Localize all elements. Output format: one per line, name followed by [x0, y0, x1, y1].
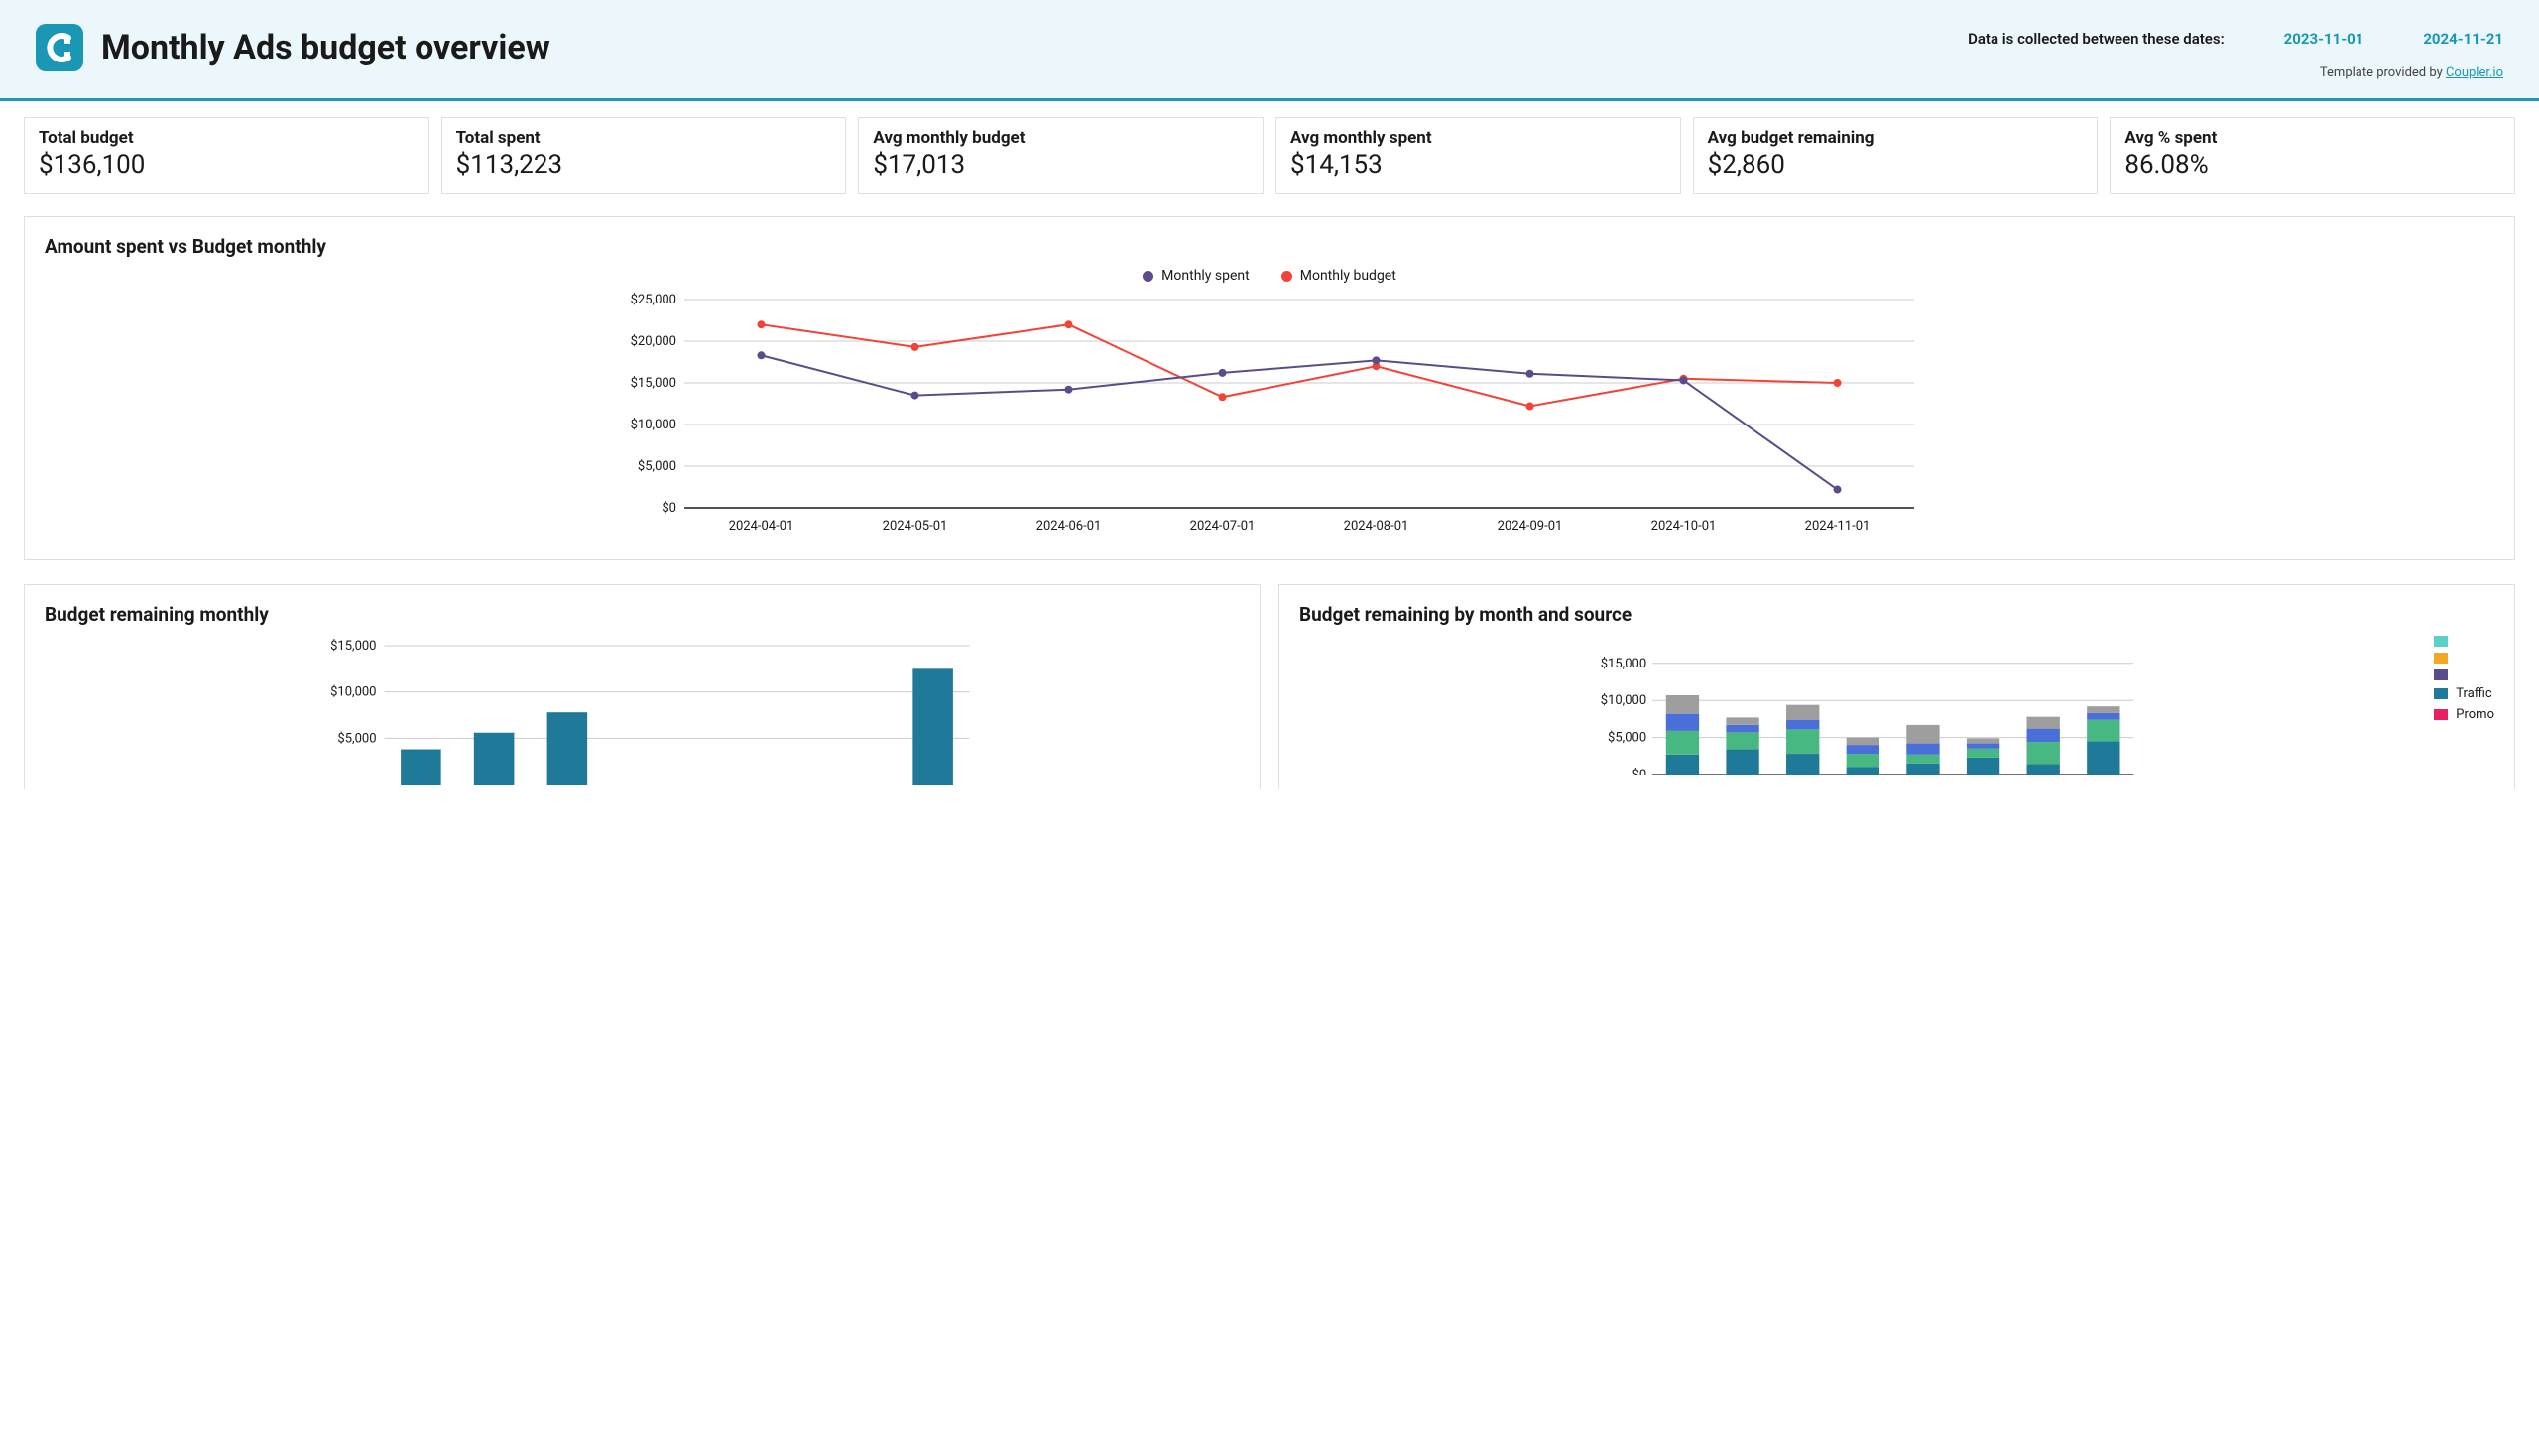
- svg-text:2024-09-01: 2024-09-01: [1498, 519, 1563, 534]
- legend-label: Monthly spent: [1161, 268, 1250, 284]
- legend-item: Traffic: [2434, 686, 2494, 701]
- page-title: Monthly Ads budget overview: [101, 28, 550, 67]
- legend-label: Traffic: [2456, 686, 2491, 701]
- legend-swatch-icon: [2434, 709, 2448, 720]
- kpi-label: Avg monthly budget: [873, 128, 1249, 148]
- kpi-value: $136,100: [39, 150, 415, 180]
- legend-item: [2434, 669, 2494, 680]
- kpi-label: Total spent: [456, 128, 832, 148]
- legend-dot-icon: [1281, 271, 1292, 282]
- bar-chart: $5,000 $10,000 $15,000: [45, 636, 1240, 785]
- svg-text:2024-06-01: 2024-06-01: [1036, 519, 1102, 534]
- kpi-total-spent: Total spent $113,223: [441, 117, 847, 194]
- svg-text:2024-07-01: 2024-07-01: [1190, 519, 1256, 534]
- stacked-bar-chart: $0 $5,000 $10,000 $15,000: [1299, 636, 2422, 775]
- svg-text:2024-11-01: 2024-11-01: [1805, 519, 1871, 534]
- bottom-row: Budget remaining monthly $5,000 $10,000 $1…: [24, 584, 2515, 813]
- svg-text:2024-08-01: 2024-08-01: [1344, 519, 1409, 534]
- svg-text:$10,000: $10,000: [330, 685, 376, 700]
- kpi-row: Total budget $136,100 Total spent $113,2…: [24, 117, 2515, 194]
- line-chart-panel: Amount spent vs Budget monthly Monthly s…: [24, 216, 2515, 560]
- kpi-value: $14,153: [1290, 150, 1666, 180]
- kpi-avg-monthly-budget: Avg monthly budget $17,013: [858, 117, 1264, 194]
- legend-item: [2434, 636, 2494, 647]
- stacked-chart-legend: Traffic Promo: [2434, 636, 2494, 722]
- template-credit: Template provided by Coupler.io: [1968, 65, 2503, 80]
- legend-item-budget: Monthly budget: [1281, 268, 1396, 284]
- header-right: Data is collected between these dates: 2…: [1968, 24, 2503, 80]
- header-left: Monthly Ads budget overview: [36, 24, 550, 71]
- stacked-chart-panel: Budget remaining by month and source $0$…: [1278, 584, 2515, 789]
- svg-text:$15,000: $15,000: [1601, 657, 1646, 671]
- line-chart-legend: Monthly spent Monthly budget: [45, 268, 2494, 284]
- svg-text:$10,000: $10,000: [1601, 693, 1646, 708]
- kpi-avg-pct-spent: Avg % spent 86.08%: [2110, 117, 2515, 194]
- legend-swatch-icon: [2434, 669, 2448, 680]
- header: Monthly Ads budget overview Data is coll…: [0, 0, 2539, 101]
- legend-item-spent: Monthly spent: [1143, 268, 1250, 284]
- kpi-value: $113,223: [456, 150, 832, 180]
- kpi-label: Total budget: [39, 128, 415, 148]
- legend-item: Promo: [2434, 707, 2494, 722]
- stacked-chart-title: Budget remaining by month and source: [1299, 603, 2494, 626]
- svg-text:$5,000: $5,000: [1608, 731, 1646, 746]
- svg-text:$10,000: $10,000: [631, 418, 676, 432]
- kpi-value: 86.08%: [2124, 150, 2500, 180]
- credit-prefix: Template provided by: [2320, 65, 2446, 80]
- line-chart-title: Amount spent vs Budget monthly: [45, 235, 2494, 258]
- kpi-label: Avg monthly spent: [1290, 128, 1666, 148]
- svg-text:2024-10-01: 2024-10-01: [1651, 519, 1717, 534]
- kpi-avg-budget-remaining: Avg budget remaining $2,860: [1693, 117, 2099, 194]
- svg-text:$15,000: $15,000: [330, 639, 376, 654]
- legend-label: Monthly budget: [1300, 268, 1396, 284]
- content: Total budget $136,100 Total spent $113,2…: [0, 101, 2539, 829]
- svg-text:$25,000: $25,000: [631, 293, 676, 307]
- legend-item: [2434, 653, 2494, 664]
- date-range-row: Data is collected between these dates: 2…: [1968, 30, 2503, 48]
- svg-text:$15,000: $15,000: [631, 376, 676, 391]
- svg-text:$0: $0: [662, 501, 676, 516]
- date-end: 2024-11-21: [2423, 30, 2503, 48]
- svg-text:$0: $0: [1632, 768, 1647, 775]
- bar-chart-panel: Budget remaining monthly $5,000 $10,000 $1…: [24, 584, 1261, 789]
- brand-logo-icon: [36, 24, 83, 71]
- kpi-value: $17,013: [873, 150, 1249, 180]
- svg-text:2024-05-01: 2024-05-01: [883, 519, 948, 534]
- kpi-avg-monthly-spent: Avg monthly spent $14,153: [1275, 117, 1681, 194]
- kpi-total-budget: Total budget $136,100: [24, 117, 429, 194]
- legend-swatch-icon: [2434, 653, 2448, 664]
- legend-dot-icon: [1143, 271, 1153, 282]
- svg-text:$20,000: $20,000: [631, 334, 676, 349]
- kpi-value: $2,860: [1708, 150, 2084, 180]
- kpi-label: Avg budget remaining: [1708, 128, 2084, 148]
- date-range-label: Data is collected between these dates:: [1968, 30, 2225, 48]
- legend-label: Promo: [2456, 707, 2494, 722]
- svg-text:$5,000: $5,000: [638, 459, 676, 474]
- credit-link[interactable]: Coupler.io: [2446, 65, 2503, 80]
- line-chart: $0 $5,000 $10,000 $15,000 $20,000 $25,000 2024…: [45, 290, 2494, 538]
- svg-text:$5,000: $5,000: [337, 731, 376, 746]
- svg-text:2024-04-01: 2024-04-01: [729, 519, 794, 534]
- kpi-label: Avg % spent: [2124, 128, 2500, 148]
- legend-swatch-icon: [2434, 636, 2448, 647]
- date-start: 2023-11-01: [2284, 30, 2364, 48]
- legend-swatch-icon: [2434, 688, 2448, 699]
- bar-chart-title: Budget remaining monthly: [45, 603, 1240, 626]
